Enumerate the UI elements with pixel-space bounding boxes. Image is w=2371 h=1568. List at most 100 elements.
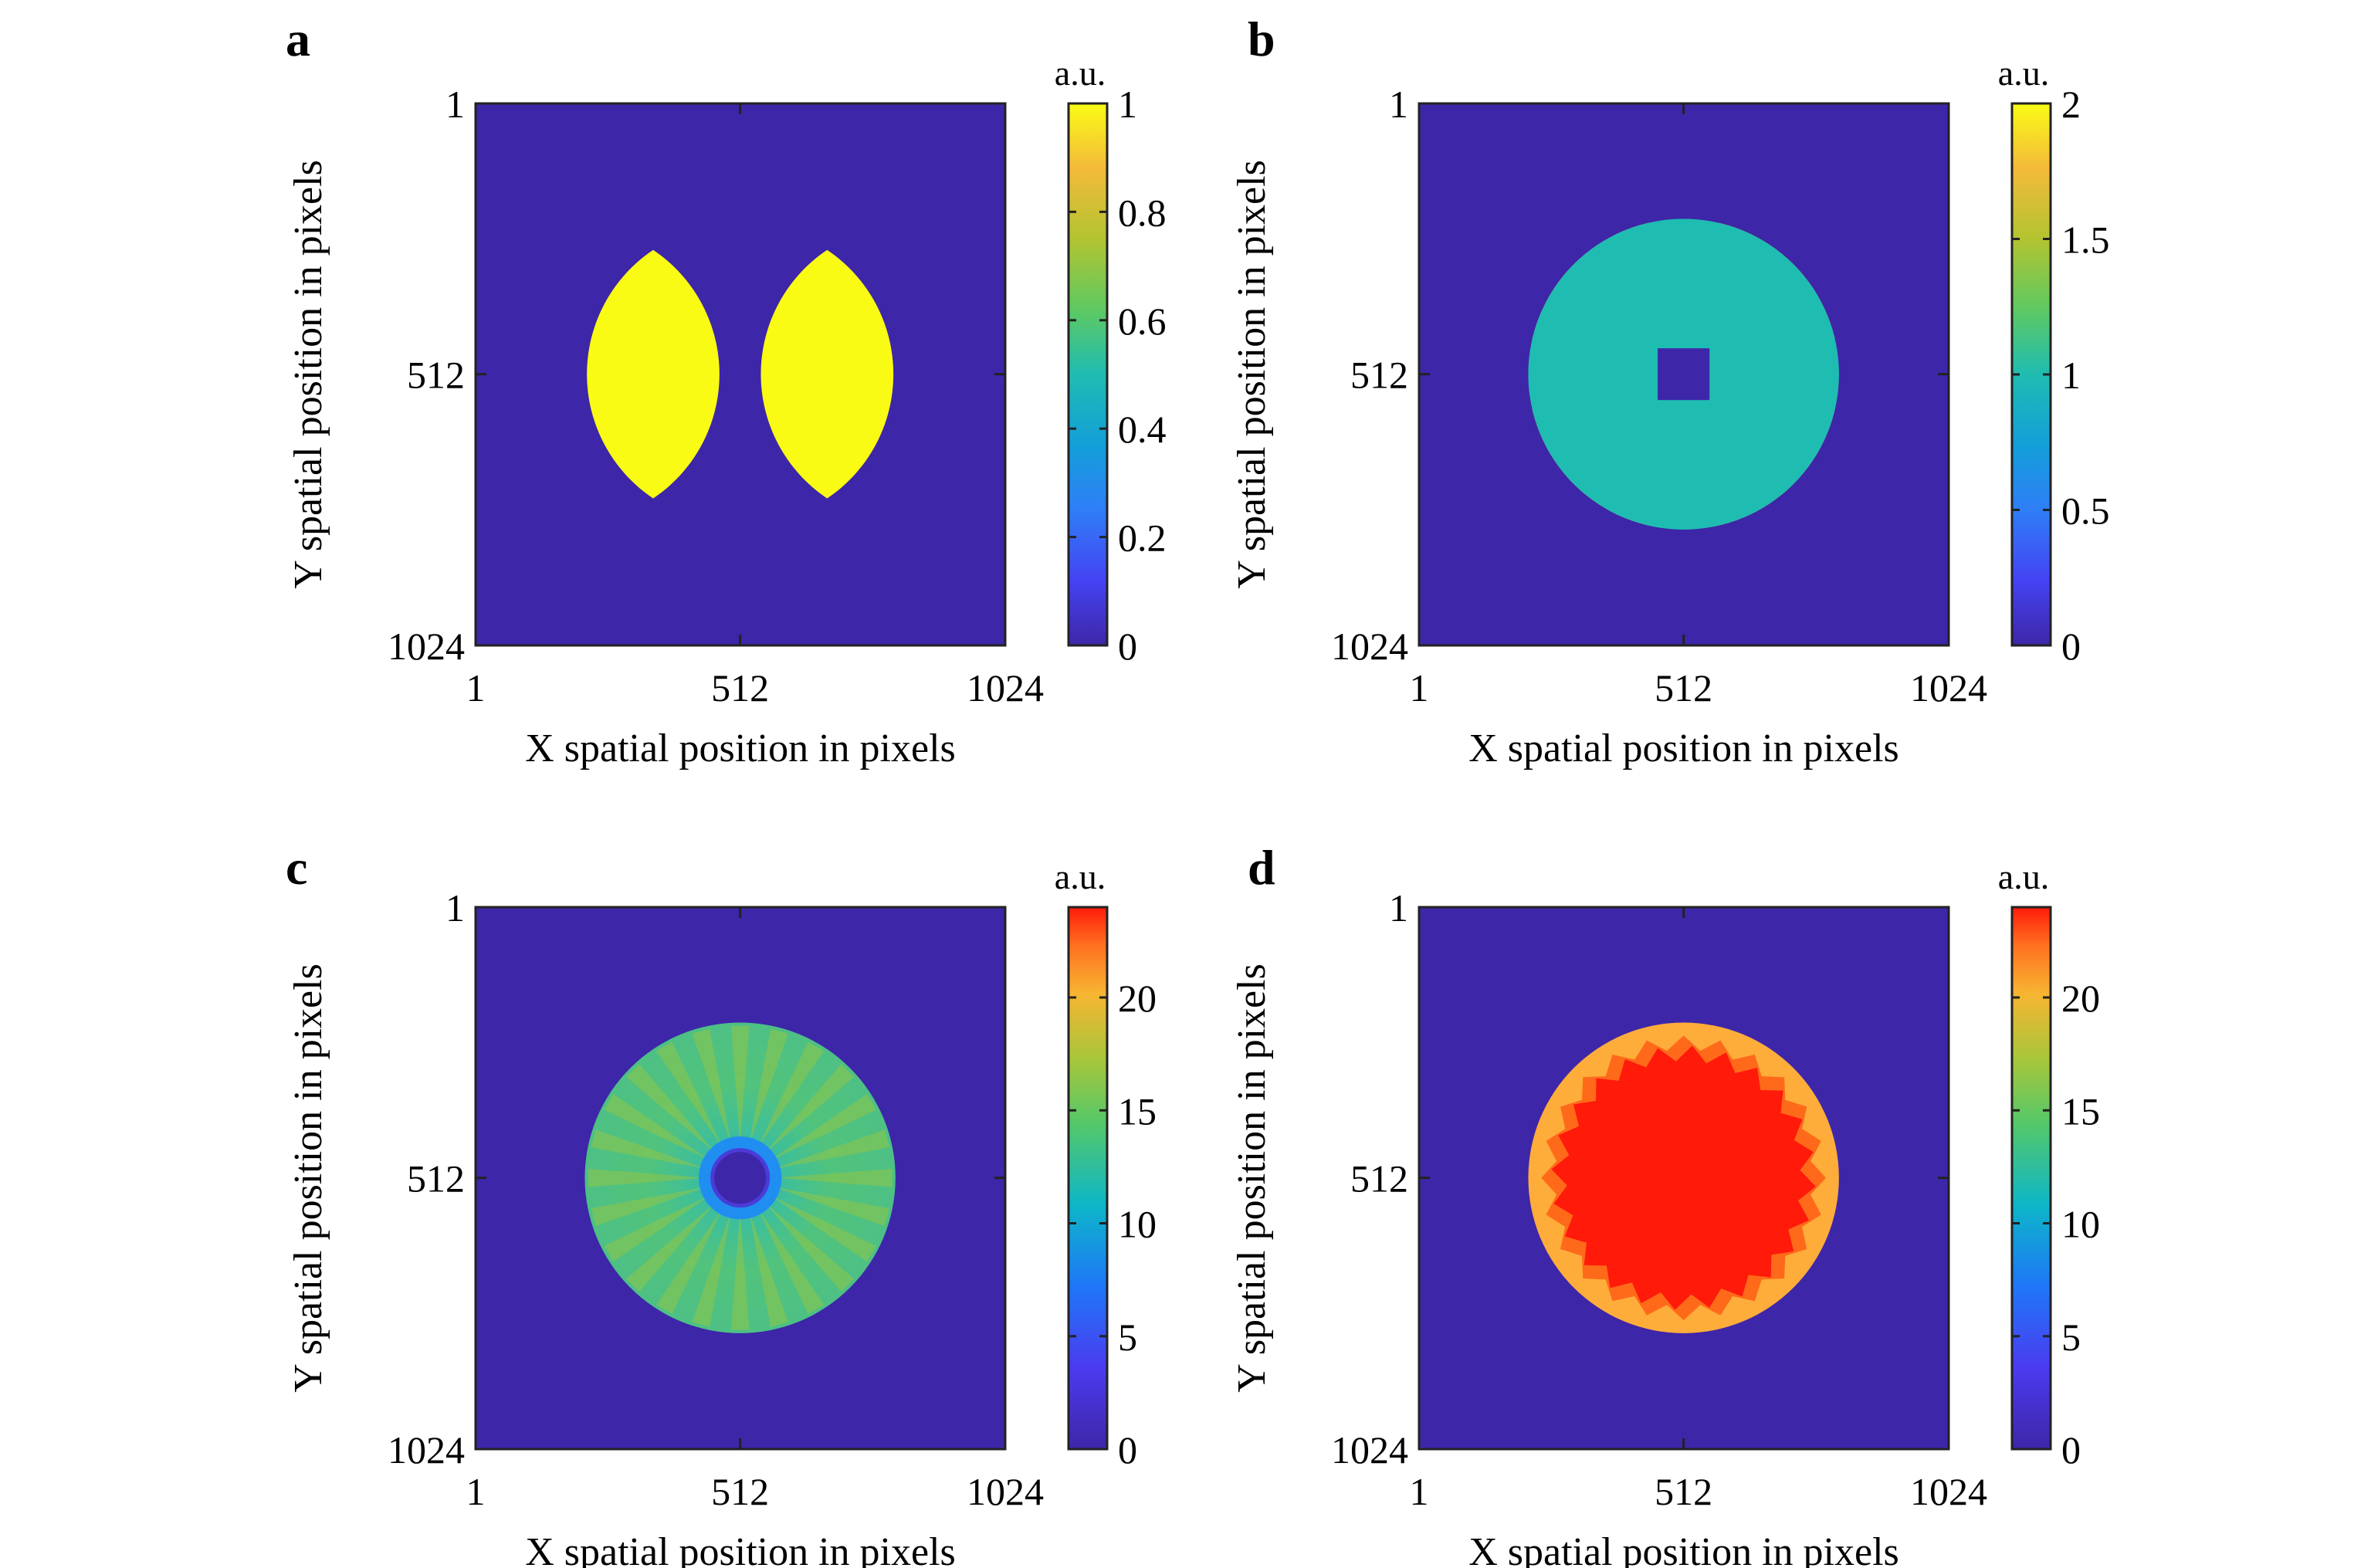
radial-petal <box>769 1094 877 1161</box>
radial-petal <box>692 1211 732 1327</box>
radial-petal <box>626 1201 716 1292</box>
y-tick-label: 1024 <box>388 1428 465 1471</box>
x-axis-label: X spatial position in pixels <box>525 1530 956 1568</box>
x-tick-label: 1 <box>1410 1470 1429 1513</box>
colorbar-tick-label: 1 <box>2061 354 2081 397</box>
x-tick-label: 1 <box>466 666 486 709</box>
radial-petal <box>774 1168 893 1187</box>
colorbar-unit-label: a.u. <box>1055 857 1106 896</box>
y-axis-label: Y spatial position in pixels <box>1230 963 1274 1393</box>
cross-arm <box>1730 246 1839 502</box>
colorbar-frame <box>1067 906 1109 1451</box>
colorbar-tick-label: 0.8 <box>1118 191 1167 234</box>
x-axis-label: X spatial position in pixels <box>1468 1530 1899 1568</box>
colorbar-unit-label: a.u. <box>1055 53 1106 93</box>
colorbar-tick-label: 0 <box>1118 1428 1137 1471</box>
x-tick-label: 512 <box>1655 1470 1712 1513</box>
y-tick-label: 1024 <box>388 625 465 668</box>
colorbar-frame <box>2010 906 2052 1451</box>
colorbar-tick-label: 2 <box>2061 83 2081 126</box>
radial-petal <box>656 1041 723 1149</box>
heatmap-background <box>476 103 1005 645</box>
y-axis-label: Y spatial position in pixels <box>1230 160 1274 589</box>
x-tick-label: 512 <box>1655 666 1712 709</box>
x-tick-label: 1 <box>1410 666 1429 709</box>
radial-petal <box>773 1187 889 1227</box>
panel-letter: a <box>286 12 310 66</box>
y-tick-label: 512 <box>1350 354 1408 397</box>
panel-letter: b <box>1248 12 1275 66</box>
colorbar-tick-label: 5 <box>1118 1316 1137 1359</box>
cross-arm <box>1556 218 1811 328</box>
colorbar-tick-label: 0.2 <box>1118 516 1167 560</box>
radial-petal <box>757 1207 825 1314</box>
radial-petal <box>730 1025 750 1144</box>
radial-petal <box>749 1211 789 1327</box>
cross-arm <box>1528 246 1638 502</box>
center-hole <box>714 1152 767 1204</box>
y-axis-label: Y spatial position in pixels <box>286 160 330 589</box>
y-tick-label: 512 <box>407 354 465 397</box>
colorbar-tick-label: 20 <box>2061 977 2100 1020</box>
y-axis-label: Y spatial position in pixels <box>286 963 330 1393</box>
petal-group <box>1528 218 1839 530</box>
y-tick-label: 512 <box>1350 1157 1408 1201</box>
radial-petal <box>773 1129 889 1170</box>
y-tick-label: 1 <box>445 886 465 930</box>
radial-petal <box>764 1064 855 1154</box>
y-tick-label: 1 <box>445 83 465 126</box>
colorbar-tick-label: 0 <box>1118 625 1137 668</box>
cross-arm <box>1556 421 1811 530</box>
radial-petal <box>764 1201 855 1292</box>
colorbar-tick-label: 0.6 <box>1118 300 1167 343</box>
red-core <box>1570 1064 1798 1292</box>
x-tick-label: 1024 <box>1910 1470 1987 1513</box>
colorbar-tick-label: 5 <box>2061 1316 2081 1359</box>
radial-petal <box>757 1041 825 1149</box>
colorbar-tick-label: 10 <box>2061 1203 2100 1246</box>
radial-petal <box>588 1168 706 1187</box>
x-tick-label: 512 <box>711 1470 769 1513</box>
x-tick-label: 1024 <box>967 1470 1044 1513</box>
radial-petal <box>604 1194 711 1262</box>
colorbar-frame <box>1067 102 1109 647</box>
colorbar-tick-label: 0.4 <box>1118 408 1167 451</box>
x-axis-label: X spatial position in pixels <box>525 726 956 770</box>
colorbar-tick-label: 1.5 <box>2061 218 2110 262</box>
x-axis-label: X spatial position in pixels <box>1468 726 1899 770</box>
colorbar-unit-label: a.u. <box>1998 857 2049 896</box>
lens-shape <box>760 249 894 499</box>
radial-petal <box>749 1028 789 1145</box>
lens-shape <box>587 249 720 499</box>
colorbar-tick-label: 0 <box>2061 625 2081 668</box>
y-tick-label: 1024 <box>1331 625 1408 668</box>
panel-letter: c <box>286 840 307 895</box>
colorbar <box>1069 103 1107 645</box>
y-tick-label: 512 <box>407 1157 465 1201</box>
radial-petal <box>604 1094 711 1161</box>
x-tick-label: 1024 <box>967 666 1044 709</box>
colorbar-tick-label: 1 <box>1118 83 1137 126</box>
colorbar-tick-label: 0 <box>2061 1428 2081 1471</box>
radial-petal <box>769 1194 877 1262</box>
colorbar-unit-label: a.u. <box>1998 53 2049 93</box>
colorbar-tick-label: 0.5 <box>2061 489 2110 533</box>
y-tick-label: 1 <box>1389 83 1408 126</box>
colorbar-tick-label: 15 <box>2061 1089 2100 1133</box>
colorbar <box>2012 907 2051 1449</box>
x-tick-label: 1024 <box>1910 666 1987 709</box>
radial-petal <box>656 1207 723 1314</box>
center-hole <box>1658 348 1710 401</box>
colorbar-tick-label: 15 <box>1118 1089 1157 1133</box>
colorbar <box>1069 907 1107 1449</box>
radial-petal <box>730 1211 750 1330</box>
radial-petal <box>692 1028 732 1145</box>
x-tick-label: 1 <box>466 1470 486 1513</box>
radial-petal <box>591 1129 707 1170</box>
x-tick-label: 512 <box>711 666 769 709</box>
